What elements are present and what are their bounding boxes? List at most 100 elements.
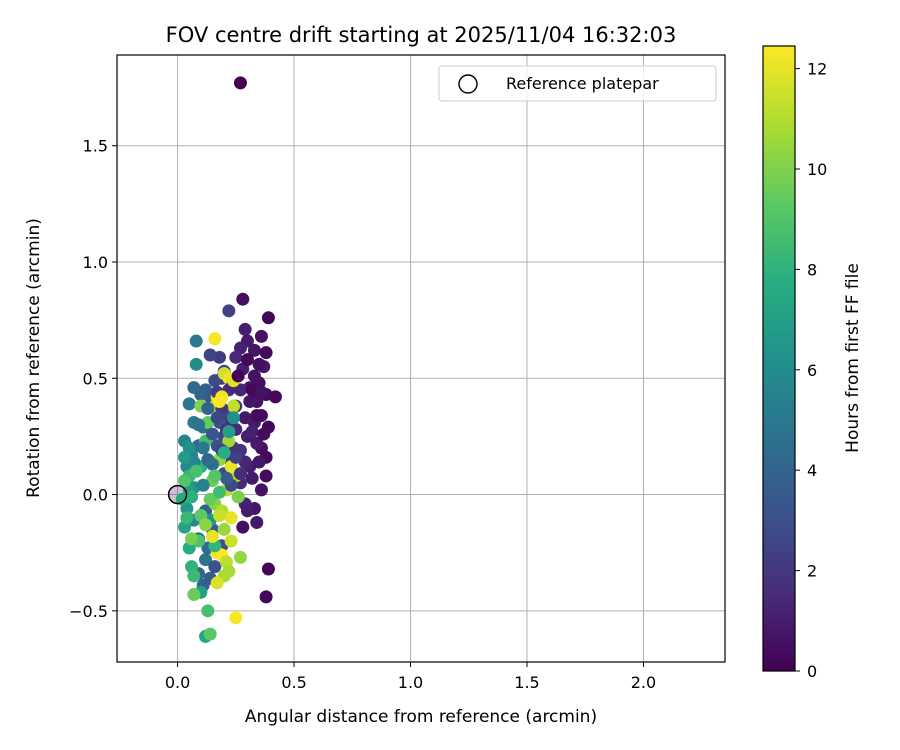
data-point <box>224 511 238 525</box>
data-point <box>199 518 213 532</box>
legend: Reference platepar <box>438 65 717 102</box>
reference-platepar-outline <box>167 484 188 505</box>
colorbar-tick-label: 0 <box>807 662 817 681</box>
data-point <box>233 550 247 564</box>
data-point <box>178 450 192 464</box>
data-point <box>212 485 226 499</box>
data-point <box>236 292 250 306</box>
data-point <box>231 369 245 383</box>
data-point <box>185 532 199 546</box>
data-point <box>217 522 231 536</box>
data-point <box>224 534 238 548</box>
data-point <box>182 397 196 411</box>
data-point <box>201 604 215 618</box>
data-point <box>226 399 240 413</box>
y-tick-label: 1.5 <box>83 137 108 156</box>
data-point <box>243 395 257 409</box>
data-point <box>219 471 233 485</box>
axis-ticks: 0.0 0.5 1.0 1.5 2.0 −0.5 0.0 0.5 1.0 1.5 <box>69 137 656 692</box>
data-point <box>212 395 226 409</box>
data-point <box>180 511 194 525</box>
x-tick-label: 1.0 <box>398 673 423 692</box>
data-point <box>222 304 236 318</box>
colorbar-tick-label: 10 <box>807 160 827 179</box>
colorbar: 0 2 4 6 8 10 12 Hours from first FF file <box>762 45 863 681</box>
legend-marker <box>458 74 478 94</box>
data-point <box>238 411 252 425</box>
data-point <box>240 504 254 518</box>
data-point <box>254 483 268 497</box>
data-point <box>257 427 271 441</box>
data-point <box>261 311 275 325</box>
colorbar-label: Hours from first FF file <box>843 263 863 453</box>
x-tick-label: 2.0 <box>631 673 656 692</box>
data-point <box>203 348 217 362</box>
data-point <box>259 590 273 604</box>
data-point <box>199 553 213 567</box>
plot-area-frame <box>116 54 726 663</box>
x-tick-label: 0.0 <box>165 673 190 692</box>
data-point <box>210 411 224 425</box>
data-point <box>208 332 222 346</box>
x-tick-label: 0.5 <box>281 673 306 692</box>
x-tick-label: 1.5 <box>514 673 539 692</box>
chart-title: FOV centre drift starting at 2025/11/04 … <box>166 23 677 47</box>
colorbar-ticks: 0 2 4 6 8 10 12 <box>795 60 827 681</box>
data-point <box>229 450 243 464</box>
data-point <box>208 374 222 388</box>
data-point <box>222 425 236 439</box>
data-point <box>250 408 264 422</box>
y-tick-label: 1.0 <box>83 253 108 272</box>
y-axis-label: Rotation from reference (arcmin) <box>24 218 44 498</box>
data-point <box>189 357 203 371</box>
data-point <box>226 411 240 425</box>
data-point <box>212 508 226 522</box>
data-point <box>250 436 264 450</box>
data-point <box>187 381 201 395</box>
y-tick-label: 0.5 <box>83 369 108 388</box>
data-points <box>167 76 282 643</box>
data-point <box>196 478 210 492</box>
colorbar-tick-label: 4 <box>807 461 817 480</box>
data-point <box>206 427 220 441</box>
data-point <box>208 560 222 574</box>
data-point <box>206 529 220 543</box>
data-point <box>196 441 210 455</box>
data-point <box>240 353 254 367</box>
data-point <box>254 329 268 343</box>
data-point <box>185 490 199 504</box>
y-tick-label: −0.5 <box>69 602 108 621</box>
legend-box <box>438 65 717 102</box>
data-point <box>236 520 250 534</box>
data-point <box>250 515 264 529</box>
data-point <box>187 588 201 602</box>
data-point <box>247 369 261 383</box>
data-point <box>222 434 236 448</box>
colorbar-tick-label: 8 <box>807 260 817 279</box>
data-point <box>203 492 217 506</box>
colorbar-tick-label: 12 <box>807 60 827 79</box>
data-point <box>252 455 266 469</box>
data-point <box>259 346 273 360</box>
data-point <box>233 76 247 90</box>
data-point <box>208 469 222 483</box>
data-point <box>231 490 245 504</box>
data-point <box>178 474 192 488</box>
colorbar-gradient <box>762 45 796 672</box>
y-tick-label: 0.0 <box>83 486 108 505</box>
data-point <box>254 385 268 399</box>
data-point <box>203 627 217 641</box>
data-point <box>261 562 275 576</box>
data-point <box>201 402 215 416</box>
data-point <box>238 322 252 336</box>
data-point <box>192 418 206 432</box>
colorbar-tick-label: 2 <box>807 562 817 581</box>
data-point <box>189 464 203 478</box>
colorbar-tick-label: 6 <box>807 361 817 380</box>
data-point <box>229 611 243 625</box>
data-point <box>233 467 247 481</box>
data-point <box>245 471 259 485</box>
legend-label: Reference platepar <box>506 74 659 93</box>
data-point <box>252 357 266 371</box>
